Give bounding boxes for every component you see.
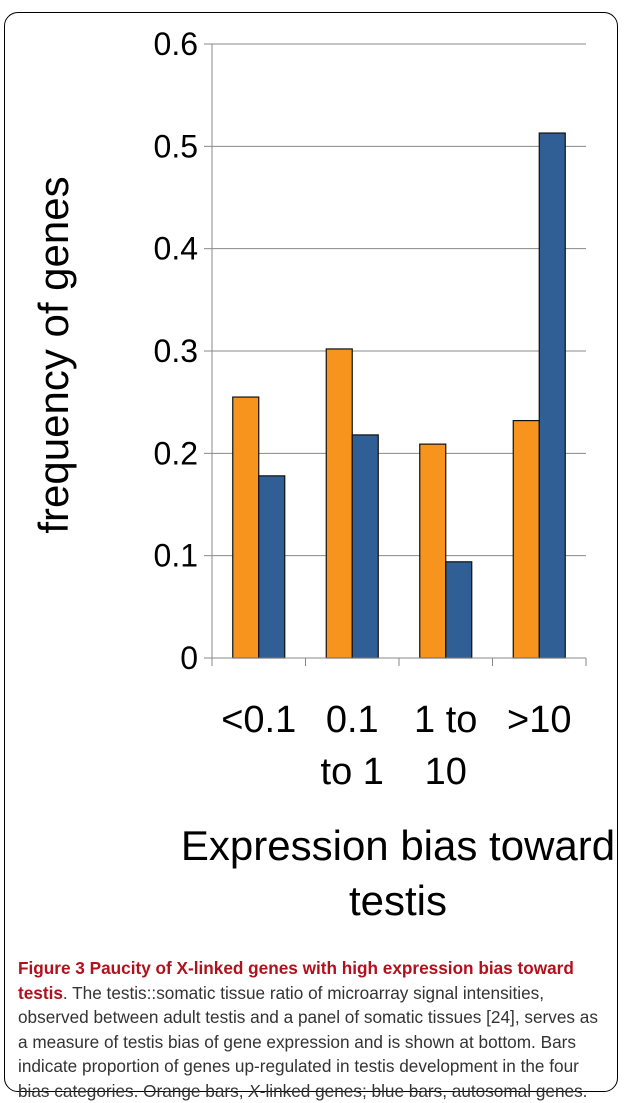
figure-caption: Figure 3 Paucity of X-linked genes with … bbox=[18, 956, 612, 1103]
x-category-label: 10 bbox=[425, 751, 467, 793]
caption-title: Figure 3 Paucity of X-linked genes with … bbox=[18, 958, 574, 1003]
x-axis-title-line: Expression bias toward bbox=[181, 822, 615, 869]
x-category-label: <0.1 bbox=[221, 699, 296, 741]
y-tick-label: 0.3 bbox=[154, 333, 198, 369]
bar-series2-cat1 bbox=[258, 475, 286, 659]
bar-series1-cat3 bbox=[419, 443, 447, 659]
bar-series1-cat2 bbox=[325, 348, 353, 659]
x-category-labels: <0.1 0.1 to 1 1 to 10 >10 bbox=[221, 699, 571, 793]
y-tick-label: 0.1 bbox=[154, 538, 198, 574]
caption-italic-x: X bbox=[248, 1080, 260, 1101]
y-axis-title: frequency of genes bbox=[30, 176, 77, 533]
bar-series2-cat2 bbox=[351, 434, 379, 659]
y-tick-label: 0 bbox=[180, 640, 198, 676]
bars bbox=[232, 132, 566, 659]
bar-series1-cat1 bbox=[232, 396, 260, 659]
y-tick-label: 0.4 bbox=[154, 231, 198, 267]
bar-series1-cat4 bbox=[512, 419, 540, 659]
y-tick-label: 0.2 bbox=[154, 435, 198, 471]
x-axis-title: Expression bias toward testis bbox=[181, 822, 615, 924]
figure-frame bbox=[4, 12, 618, 1092]
y-tick-labels: 0 0.1 0.2 0.3 0.4 0.5 0.6 bbox=[154, 26, 198, 676]
bar-series2-cat3 bbox=[445, 561, 473, 659]
x-axis-title-line: testis bbox=[349, 877, 447, 924]
caption-body-2: -linked genes; blue bars, autosomal gene… bbox=[259, 1080, 588, 1101]
x-category-label: to 1 bbox=[321, 751, 384, 793]
bar-series2-cat4 bbox=[538, 132, 566, 659]
axes bbox=[204, 43, 587, 666]
bar-chart: 0 0.1 0.2 0.3 0.4 0.5 0.6 <0.1 0.1 to 1 1 to 10 >10… bbox=[30, 26, 615, 924]
x-category-label: 1 to bbox=[414, 699, 477, 741]
y-tick-label: 0.6 bbox=[154, 26, 198, 62]
x-category-label: 0.1 bbox=[326, 699, 379, 741]
x-category-label: >10 bbox=[507, 699, 571, 741]
caption-body-1: . The testis::somatic tissue ratio of mi… bbox=[18, 982, 598, 1101]
y-tick-label: 0.5 bbox=[154, 128, 198, 164]
